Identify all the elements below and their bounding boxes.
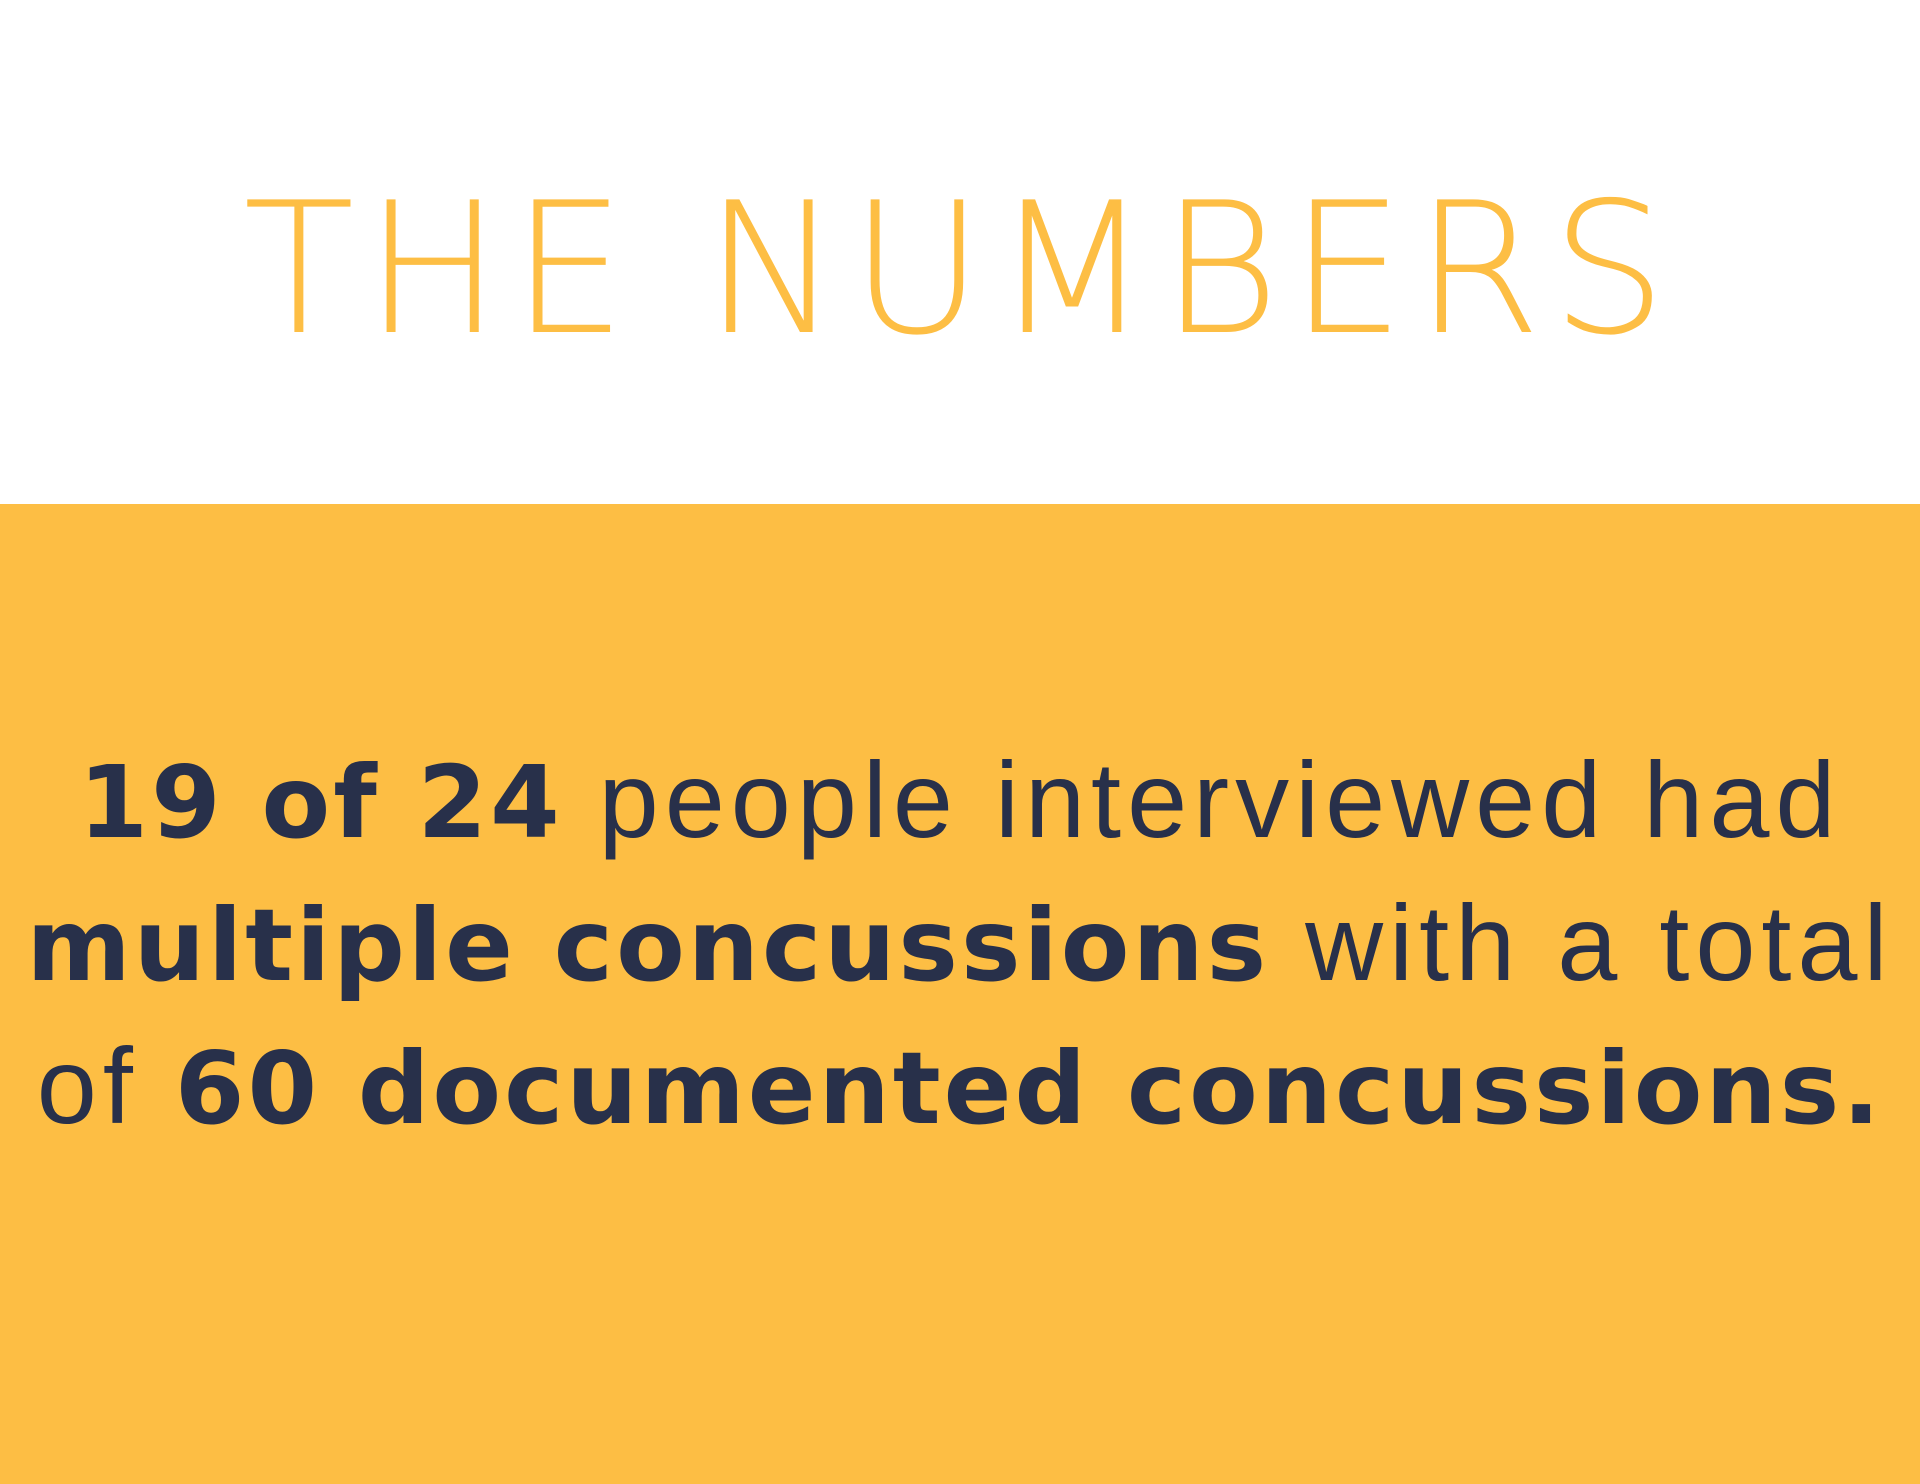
statement-line-1: 19 of 24 people interviewed had <box>0 730 1920 873</box>
statement-line-2: multiple concussions with a total <box>0 873 1920 1016</box>
statistic-panel: 19 of 24 people interviewed had multiple… <box>0 504 1920 1484</box>
statement-text: of <box>36 1025 175 1146</box>
highlight-total: 60 documented concussions. <box>174 1030 1884 1147</box>
statement-line-3: of 60 documented concussions. <box>0 1016 1920 1159</box>
header-section: THE NUMBERS <box>0 0 1920 504</box>
statement-text: people interviewed had <box>562 739 1842 860</box>
page-title: THE NUMBERS <box>243 163 1677 375</box>
highlight-multiple: multiple concussions <box>26 887 1270 1004</box>
highlight-count: 19 of 24 <box>78 744 563 861</box>
statement-text: with a total <box>1269 882 1894 1003</box>
statistic-statement: 19 of 24 people interviewed had multiple… <box>0 730 1920 1159</box>
